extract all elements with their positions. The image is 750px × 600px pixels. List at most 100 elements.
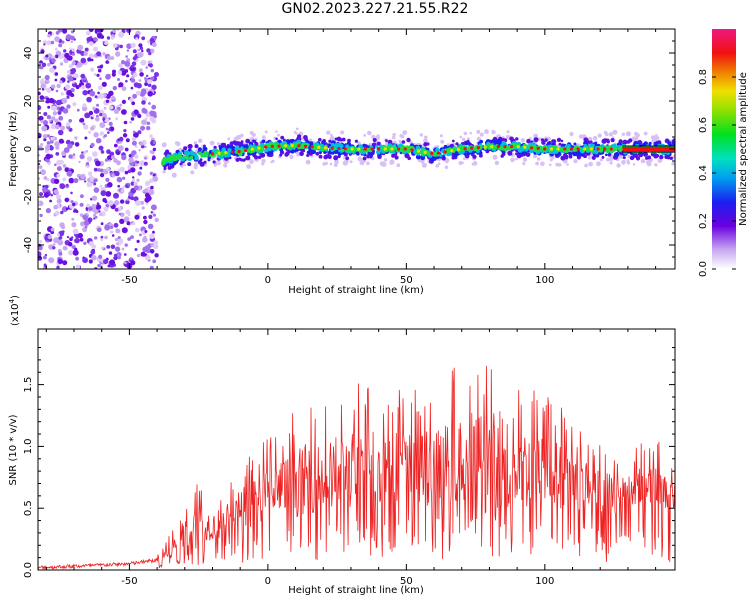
signal-point <box>209 140 215 146</box>
noise-point <box>41 125 48 132</box>
noise-point <box>67 241 73 247</box>
snr-y-axis-label: SNR (10 * v/v) <box>8 414 19 485</box>
noise-point <box>58 115 64 121</box>
noise-point <box>55 47 58 51</box>
signal-point <box>223 163 228 168</box>
signal-point <box>604 132 609 137</box>
signal-point <box>444 165 449 170</box>
noise-point <box>97 68 102 73</box>
noise-point <box>77 232 84 239</box>
signal-point <box>587 155 592 160</box>
noise-point <box>108 159 112 162</box>
noise-point <box>149 37 155 43</box>
signal-point <box>606 157 610 162</box>
signal-core-point <box>290 143 294 148</box>
noise-point <box>111 72 116 77</box>
noise-point <box>138 68 143 73</box>
colorbar-tick-label: 0.4 <box>698 165 709 181</box>
noise-point <box>83 241 87 245</box>
noise-point <box>90 67 95 72</box>
signal-point <box>349 160 353 164</box>
snr-y-multiplier: (x104) <box>8 295 21 326</box>
signal-point <box>643 131 648 136</box>
signal-core-point <box>549 147 554 151</box>
signal-point <box>436 149 439 152</box>
y-tick-label: 0 <box>23 146 34 152</box>
signal-point <box>584 144 588 148</box>
signal-point <box>647 155 651 160</box>
noise-point <box>42 134 48 139</box>
signal-point <box>589 140 593 144</box>
signal-point <box>501 140 506 146</box>
signal-point <box>385 139 388 143</box>
noise-point <box>71 217 75 221</box>
signal-core-point <box>224 151 228 155</box>
noise-point <box>75 256 79 261</box>
noise-point <box>70 191 73 195</box>
signal-point <box>573 159 578 164</box>
noise-point <box>72 153 76 156</box>
signal-point <box>293 130 297 134</box>
noise-point <box>54 54 59 59</box>
signal-core-point <box>237 149 241 154</box>
y-tick-label: 0.0 <box>23 562 34 578</box>
noise-point <box>144 180 151 186</box>
noise-point <box>151 118 157 124</box>
noise-point <box>79 79 83 83</box>
signal-point <box>637 140 643 145</box>
signal-point <box>339 138 343 142</box>
noise-point <box>73 210 76 213</box>
signal-point <box>261 158 266 163</box>
noise-point <box>132 178 136 182</box>
noise-point <box>132 56 137 61</box>
noise-point <box>104 117 110 123</box>
signal-point <box>469 131 473 135</box>
noise-point <box>93 187 100 193</box>
signal-point <box>391 153 396 158</box>
signal-point <box>346 147 351 152</box>
signal-core-point <box>596 147 600 151</box>
noise-point <box>45 79 50 84</box>
noise-point <box>146 74 149 78</box>
signal-core-point <box>363 147 367 151</box>
noise-point <box>137 113 142 119</box>
signal-core-point <box>463 147 467 151</box>
noise-point <box>141 36 146 41</box>
signal-point <box>455 142 459 146</box>
noise-point <box>118 136 124 142</box>
signal-core-point <box>456 148 460 152</box>
noise-point <box>87 57 92 62</box>
signal-core-point <box>270 144 274 148</box>
noise-point <box>75 84 80 90</box>
noise-point <box>104 158 109 162</box>
noise-point <box>54 72 59 76</box>
noise-point <box>46 134 50 138</box>
noise-point <box>148 189 155 196</box>
signal-point <box>187 143 193 149</box>
signal-point <box>367 130 372 136</box>
signal-point <box>306 150 311 155</box>
colorbar-tick-label: 0.2 <box>698 213 709 229</box>
signal-point <box>167 165 172 170</box>
snr-plot-area <box>38 365 675 570</box>
noise-point <box>68 177 75 184</box>
noise-point <box>154 72 159 77</box>
signal-point <box>484 129 489 135</box>
noise-point <box>113 256 116 260</box>
signal-point <box>189 155 194 160</box>
noise-point <box>138 149 141 152</box>
noise-point <box>56 173 61 178</box>
noise-point <box>98 210 101 213</box>
noise-point <box>140 59 147 66</box>
signal-point <box>568 154 573 159</box>
signal-core-point <box>516 145 520 149</box>
x-tick-label: 100 <box>535 576 554 587</box>
noise-point <box>70 30 74 34</box>
signal-point <box>329 135 335 141</box>
noise-point <box>55 89 59 93</box>
noise-point <box>68 154 73 159</box>
noise-point <box>53 237 59 244</box>
signal-point <box>476 136 481 141</box>
signal-point <box>594 141 598 145</box>
noise-point <box>102 117 106 121</box>
